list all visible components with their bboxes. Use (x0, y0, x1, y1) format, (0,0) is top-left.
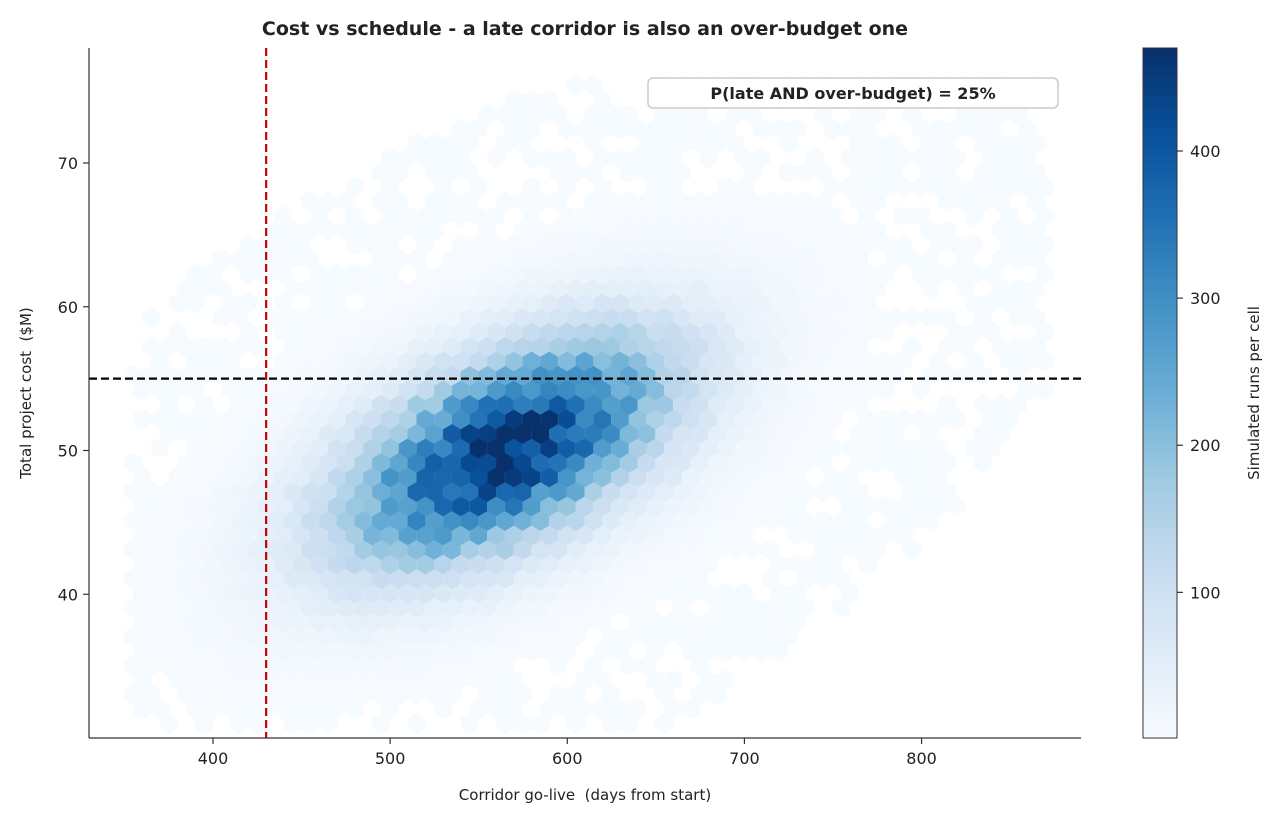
hex-cell (540, 147, 559, 169)
hex-cell (938, 394, 957, 415)
chart-title: Cost vs schedule - a late corridor is al… (262, 18, 908, 40)
hex-cell (761, 539, 780, 560)
hex-cell (876, 495, 895, 517)
hex-cell (186, 263, 205, 285)
colorbar-ticks: 100 200 300 400 (1177, 142, 1221, 602)
hex-cell (381, 147, 399, 169)
hex-cell (619, 104, 638, 125)
hex-cell (779, 162, 798, 183)
hex-cell (894, 408, 913, 430)
hex-cell (504, 89, 523, 111)
hex-cell (239, 292, 258, 314)
hex-cell (965, 234, 983, 256)
hex-cell (345, 263, 364, 285)
colorbar-gradient (1142, 47, 1178, 739)
x-tick-label: 800 (906, 749, 937, 768)
colorbar-label: Simulated runs per cell (1245, 306, 1263, 480)
hex-cell (345, 176, 364, 198)
hex-cell (894, 205, 913, 227)
colorbar-tick-label: 200 (1190, 436, 1221, 455)
hex-cell (664, 669, 682, 691)
hex-cell (894, 234, 913, 256)
hex-cell (805, 147, 824, 169)
hex-cell (903, 336, 921, 357)
y-tick-label: 70 (58, 154, 78, 173)
hexbin-cells (124, 75, 1054, 734)
hex-cell (903, 307, 921, 328)
hex-cell (929, 118, 948, 140)
y-tick-label: 60 (58, 298, 78, 317)
hex-cell (522, 176, 541, 198)
x-tick-label: 500 (375, 749, 406, 768)
hex-cell (717, 669, 736, 691)
reference-lines (89, 48, 1081, 738)
x-axis-ticks: 400 500 600 700 800 (198, 738, 937, 768)
hex-cell (407, 713, 426, 734)
hex-cell (168, 321, 187, 343)
hex-cell (735, 582, 753, 604)
hex-cell (770, 118, 789, 140)
hex-cell (752, 147, 771, 169)
y-axis-label: Total project cost ($M) (17, 307, 35, 479)
hex-cell (717, 582, 736, 604)
hex-cell (912, 408, 930, 430)
hex-cell (611, 147, 629, 169)
colorbar-tick-label: 300 (1190, 289, 1221, 308)
hex-cell (938, 307, 957, 328)
annotation-text: P(late AND over-budget) = 25% (710, 84, 995, 103)
hex-cell (522, 89, 541, 111)
hex-cell (912, 205, 930, 227)
hex-cell (451, 234, 470, 256)
hex-cell (788, 553, 806, 575)
annotation: P(late AND over-budget) = 25% (647, 77, 1059, 109)
hex-cell (133, 408, 152, 430)
hex-cell (628, 698, 647, 720)
hex-cell (540, 89, 559, 111)
x-axis-label: Corridor go-live (days from start) (459, 786, 711, 804)
colorbar-tick-label: 400 (1190, 142, 1221, 161)
hex-cell (566, 75, 585, 96)
annotation-box (647, 77, 1059, 109)
hex-cell (788, 118, 806, 140)
hex-cell (1035, 379, 1054, 401)
y-axis-ticks: 40 50 60 70 (58, 154, 89, 604)
hex-cell (451, 118, 470, 140)
x-tick-label: 400 (198, 749, 229, 768)
x-tick-label: 600 (552, 749, 583, 768)
colorbar: 100 200 300 400 Simulated runs per cell (1142, 47, 1263, 739)
hex-cell (558, 147, 576, 169)
hex-cell (920, 307, 939, 328)
hex-cell (327, 263, 346, 285)
colorbar-tick-label: 100 (1190, 583, 1221, 602)
hex-cell (717, 176, 736, 198)
hex-cell (938, 220, 957, 241)
y-tick-label: 40 (58, 585, 78, 604)
hex-cell (584, 75, 603, 96)
hex-cell (124, 452, 143, 473)
hex-cell (876, 350, 895, 372)
hex-cell (885, 133, 904, 154)
hex-cell (903, 104, 921, 125)
hex-cell (239, 234, 258, 256)
x-tick-label: 700 (729, 749, 760, 768)
hex-cell (274, 205, 293, 227)
hex-cell (141, 307, 160, 328)
hex-cell (876, 408, 895, 430)
y-tick-label: 50 (58, 442, 78, 461)
